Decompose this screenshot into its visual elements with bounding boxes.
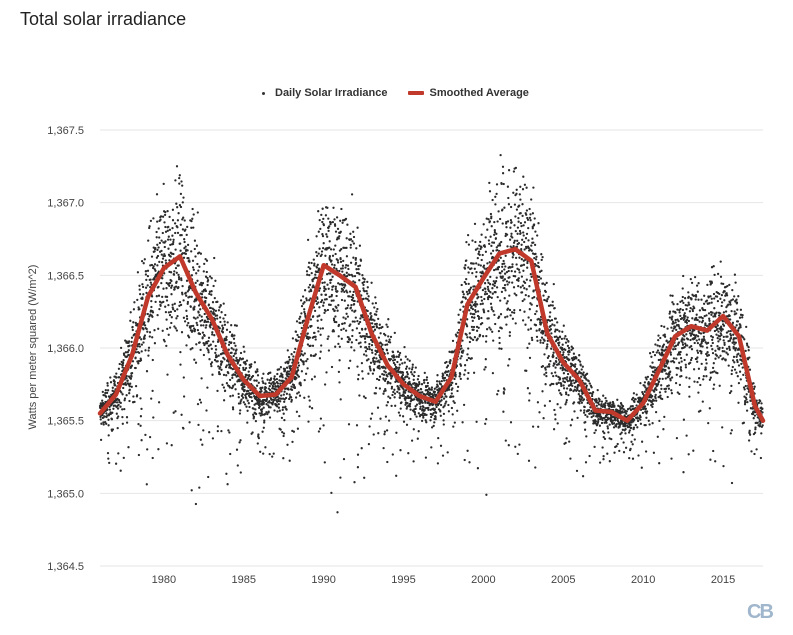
x-tick-label: 1985 bbox=[232, 574, 256, 586]
x-tick-labels: 1980 1985 1990 1995 2000 2005 2010 2015 bbox=[152, 574, 736, 586]
y-axis-label: Watts per meter squared (W/m^2) bbox=[27, 265, 39, 430]
carbonbrief-logo: CB bbox=[747, 601, 774, 623]
y-tick-label: 1,367.0 bbox=[47, 198, 84, 210]
x-tick-label: 1990 bbox=[311, 574, 335, 586]
legend-item-line[interactable]: Smoothed Average bbox=[407, 87, 529, 99]
y-tick-label: 1,366.0 bbox=[47, 343, 84, 355]
legend-label-points: Daily Solar Irradiance bbox=[275, 87, 388, 99]
scatter-points bbox=[98, 153, 765, 514]
chart-title: Total solar irradiance bbox=[20, 9, 187, 29]
x-tick-label: 2000 bbox=[471, 574, 495, 586]
smoothed-line-layer bbox=[97, 246, 766, 423]
x-tick-label: 2005 bbox=[551, 574, 575, 586]
legend-item-points[interactable]: Daily Solar Irradiance bbox=[262, 87, 388, 99]
x-tick-label: 1995 bbox=[391, 574, 415, 586]
x-tick-label: 1980 bbox=[152, 574, 176, 586]
y-tick-labels: 1,364.5 1,365.0 1,365.5 1,366.0 1,366.5 1,367… bbox=[47, 125, 84, 573]
x-tick-label: 2010 bbox=[631, 574, 655, 586]
y-tick-label: 1,364.5 bbox=[47, 561, 84, 573]
y-tick-label: 1,365.0 bbox=[47, 488, 84, 500]
legend-label-line: Smoothed Average bbox=[429, 87, 529, 99]
y-tick-label: 1,366.5 bbox=[47, 270, 84, 282]
chart-legend: Daily Solar Irradiance Smoothed Average bbox=[262, 87, 549, 99]
y-tick-label: 1,367.5 bbox=[47, 125, 84, 137]
grid-lines bbox=[100, 129, 763, 567]
legend-line-icon bbox=[407, 91, 424, 95]
legend-dot-icon bbox=[262, 91, 265, 95]
y-tick-label: 1,365.5 bbox=[47, 416, 84, 428]
x-tick-label: 2015 bbox=[711, 574, 735, 586]
smoothed-average-line bbox=[97, 246, 766, 423]
daily-irradiance-points bbox=[98, 153, 765, 514]
